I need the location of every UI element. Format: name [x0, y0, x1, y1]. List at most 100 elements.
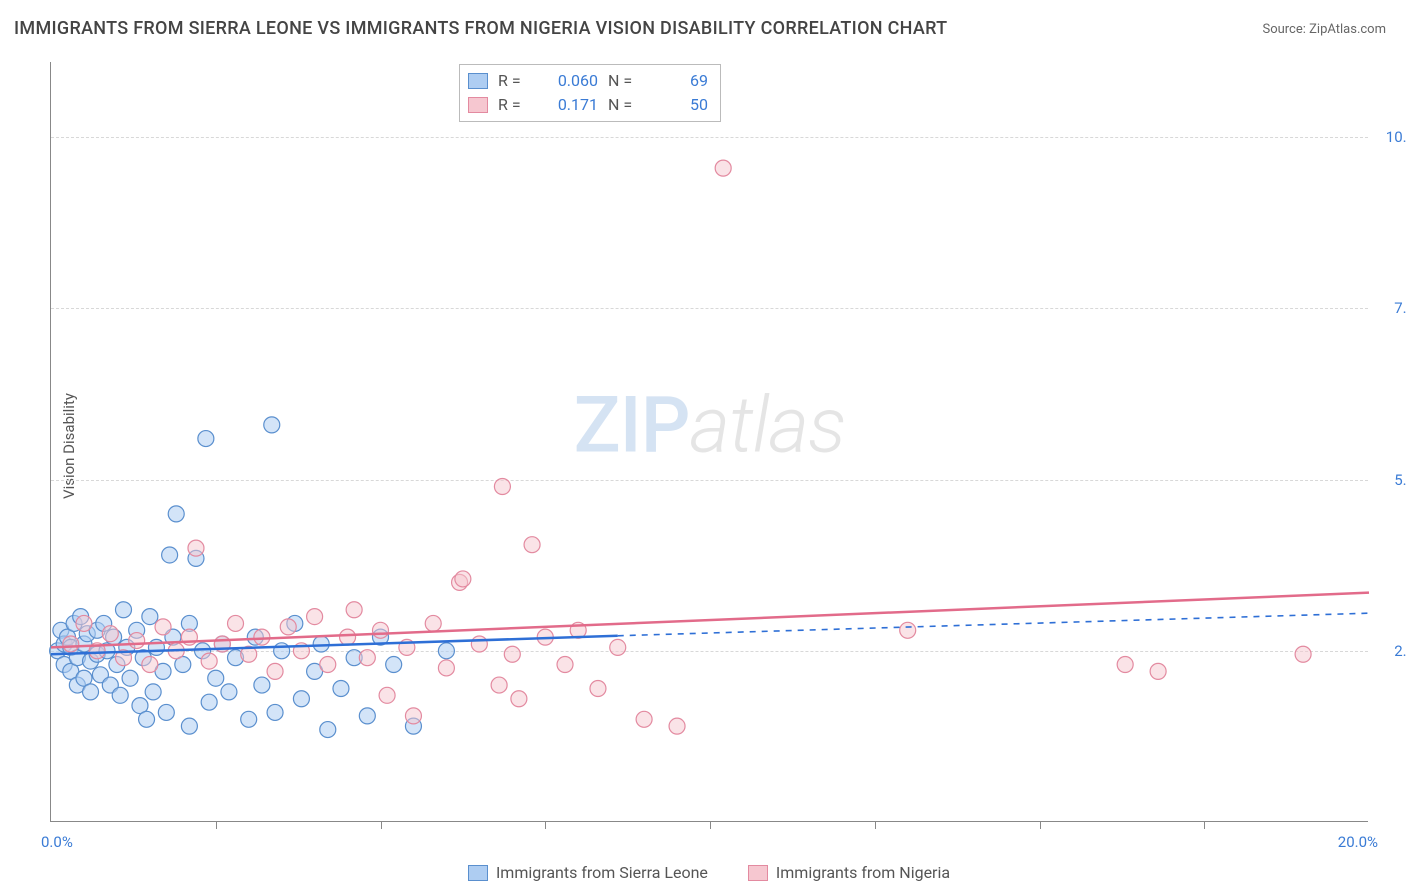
swatch-blue-icon [468, 73, 488, 89]
data-point [340, 629, 356, 645]
source-attribution: Source: ZipAtlas.com [1262, 22, 1386, 37]
trend-line [51, 593, 1369, 648]
data-point [228, 615, 244, 631]
data-point [1150, 663, 1166, 679]
data-point [379, 687, 395, 703]
data-point [188, 540, 204, 556]
data-point [254, 677, 270, 693]
data-point [405, 708, 421, 724]
data-point [333, 680, 349, 696]
r-value: 0.060 [538, 69, 598, 93]
data-point [636, 711, 652, 727]
data-point [610, 639, 626, 655]
data-point [142, 657, 158, 673]
n-label: N = [608, 69, 638, 93]
x-tick [875, 821, 876, 829]
swatch-pink-icon [748, 865, 768, 881]
data-point [267, 663, 283, 679]
data-point [208, 670, 224, 686]
legend-row-nigeria: R = 0.171 N = 50 [468, 93, 708, 117]
data-point [102, 626, 118, 642]
data-point [293, 691, 309, 707]
r-label: R = [498, 69, 528, 93]
y-tick-label: 10.0% [1386, 128, 1406, 146]
swatch-blue-icon [468, 865, 488, 881]
data-point [129, 633, 145, 649]
data-point [320, 722, 336, 738]
data-point [504, 646, 520, 662]
data-point [158, 704, 174, 720]
data-point [313, 636, 329, 652]
data-point [438, 643, 454, 659]
data-point [63, 636, 79, 652]
correlation-legend: R = 0.060 N = 69 R = 0.171 N = 50 [459, 64, 721, 122]
data-point [359, 650, 375, 666]
data-point [524, 537, 540, 553]
data-point [201, 694, 217, 710]
data-point [471, 636, 487, 652]
data-point [590, 680, 606, 696]
data-point [346, 602, 362, 618]
chart-plot-area: ZIPatlas R = 0.060 N = 69 R = 0.171 N = … [50, 62, 1368, 822]
data-point [307, 609, 323, 625]
data-point [715, 160, 731, 176]
data-point [1117, 657, 1133, 673]
data-point [900, 622, 916, 638]
legend-item-sierra-leone: Immigrants from Sierra Leone [468, 863, 708, 882]
data-point [494, 479, 510, 495]
data-point [201, 653, 217, 669]
data-point [455, 571, 471, 587]
y-tick-label: 5.0% [1394, 471, 1406, 489]
data-point [122, 670, 138, 686]
data-point [1295, 646, 1311, 662]
data-point [557, 657, 573, 673]
data-point [511, 691, 527, 707]
data-point [198, 431, 214, 447]
data-point [112, 687, 128, 703]
data-point [254, 629, 270, 645]
data-point [168, 506, 184, 522]
trend-line-extrapolated [618, 613, 1369, 636]
n-label: N = [608, 93, 638, 117]
data-point [320, 657, 336, 673]
data-point [274, 643, 290, 659]
legend-row-sierra-leone: R = 0.060 N = 69 [468, 69, 708, 93]
data-point [280, 619, 296, 635]
n-value: 69 [648, 69, 708, 93]
data-point [425, 615, 441, 631]
x-tick [381, 821, 382, 829]
data-point [162, 547, 178, 563]
x-axis-max-label: 20.0% [1338, 833, 1378, 851]
data-point [139, 711, 155, 727]
x-tick [545, 821, 546, 829]
n-value: 50 [648, 93, 708, 117]
data-point [267, 704, 283, 720]
x-tick [710, 821, 711, 829]
swatch-pink-icon [468, 97, 488, 113]
data-point [491, 677, 507, 693]
x-tick [1204, 821, 1205, 829]
legend-item-nigeria: Immigrants from Nigeria [748, 863, 950, 882]
data-point [155, 619, 171, 635]
r-value: 0.171 [538, 93, 598, 117]
x-tick [216, 821, 217, 829]
data-point [181, 718, 197, 734]
y-tick-label: 2.5% [1394, 642, 1406, 660]
data-point [669, 718, 685, 734]
chart-title: IMMIGRANTS FROM SIERRA LEONE VS IMMIGRAN… [14, 18, 947, 39]
data-point [76, 615, 92, 631]
data-point [241, 711, 257, 727]
data-point [438, 660, 454, 676]
data-point [145, 684, 161, 700]
data-point [221, 684, 237, 700]
data-point [359, 708, 375, 724]
x-axis-min-label: 0.0% [41, 833, 73, 851]
data-point [264, 417, 280, 433]
data-point [386, 657, 402, 673]
data-point [142, 609, 158, 625]
data-point [115, 602, 131, 618]
scatter-plot-svg [51, 62, 1368, 821]
y-tick-label: 7.5% [1394, 299, 1406, 317]
r-label: R = [498, 93, 528, 117]
data-point [373, 622, 389, 638]
